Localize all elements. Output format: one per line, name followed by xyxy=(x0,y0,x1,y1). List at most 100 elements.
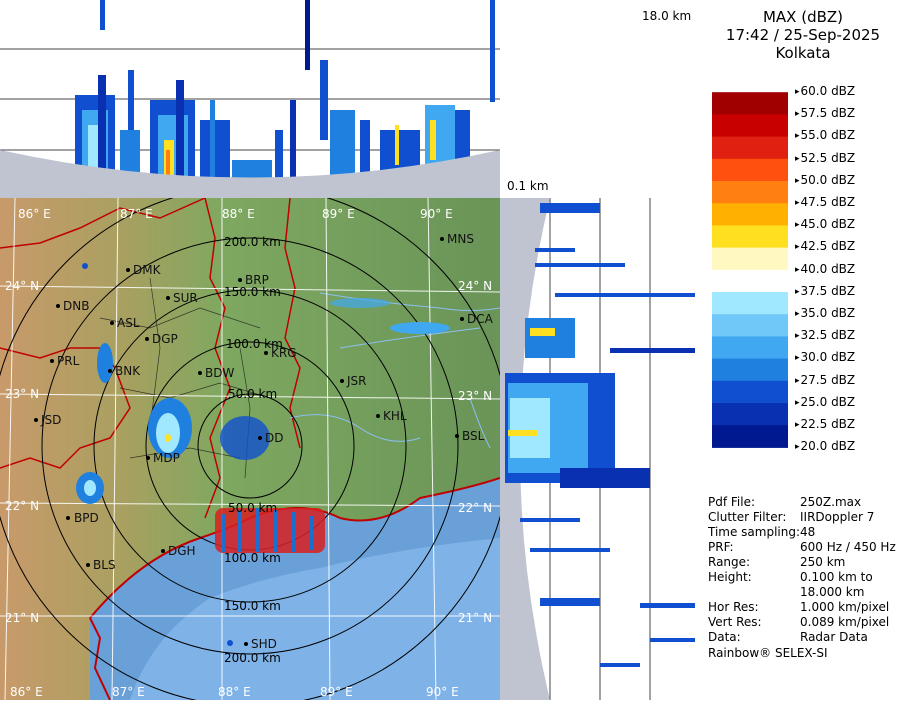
lon-label: 89° E xyxy=(322,207,355,221)
graticule xyxy=(0,197,501,701)
credit-text: Rainbow® SELEX-SI xyxy=(708,646,828,660)
metadata-key: Vert Res: xyxy=(708,615,762,629)
city-markers: MNS DMK BRP DNB SUR DCA ASL DGP KRG PRL … xyxy=(34,232,494,651)
legend-label: 20.0 dBZ xyxy=(795,439,856,453)
lon-label: 86° E xyxy=(18,207,51,221)
lon-label: 88° E xyxy=(222,207,255,221)
height-bottom-label: 0.1 km xyxy=(507,179,549,193)
side-section-panel xyxy=(500,198,700,700)
sundarban-delta xyxy=(215,508,325,553)
city-marker: KHL xyxy=(376,409,407,423)
top-echoes xyxy=(75,0,495,192)
legend-swatch xyxy=(712,336,788,360)
height-top-label: 18.0 km xyxy=(642,9,692,23)
svg-text:ASL: ASL xyxy=(117,316,140,330)
legend-label: 30.0 dBZ xyxy=(795,350,856,364)
legend-label: 25.0 dBZ xyxy=(795,395,856,409)
lon-label: 90° E xyxy=(420,207,453,221)
city-marker: DMK xyxy=(126,263,162,277)
ring-label: 50.0 km xyxy=(228,501,277,515)
city-marker: ASL xyxy=(110,316,140,330)
city-marker: DD xyxy=(258,431,283,445)
lon-label: 89° E xyxy=(320,685,353,699)
ring-label: 150.0 km xyxy=(224,599,281,613)
svg-text:BRP: BRP xyxy=(245,273,269,287)
ring-label: 200.0 km xyxy=(224,651,281,665)
metadata-value: 600 Hz / 450 Hz xyxy=(800,540,896,554)
radar-map-graphic: 86° E 87° E 88° E 89° E 90° E 86° E 87° … xyxy=(0,185,511,704)
metadata-key: Hor Res: xyxy=(708,600,759,614)
metadata-value: 1.000 km/pixel xyxy=(800,600,890,614)
metadata-key: Pdf File: xyxy=(708,495,756,509)
svg-text:PRL: PRL xyxy=(57,354,80,368)
metadata-value: 18.000 km xyxy=(800,585,865,599)
metadata-key: Range: xyxy=(708,555,751,569)
legend-swatch xyxy=(712,380,788,404)
legend-label: 60.0 dBZ xyxy=(795,84,856,98)
city-marker: MDP xyxy=(146,451,180,465)
metadata-key: PRF: xyxy=(708,540,734,554)
svg-text:DMK: DMK xyxy=(133,263,162,277)
metadata-key: Height: xyxy=(708,570,752,584)
side-echoes xyxy=(505,203,695,667)
legend-label: 45.0 dBZ xyxy=(795,217,856,231)
lat-label: 22° N xyxy=(458,501,492,515)
svg-text:MDP: MDP xyxy=(153,451,180,465)
svg-text:SUR: SUR xyxy=(173,291,198,305)
svg-text:KRG: KRG xyxy=(271,346,297,360)
ring-label: 50.0 km xyxy=(228,387,277,401)
lat-label: 23° N xyxy=(5,387,39,401)
legend-swatch xyxy=(712,403,788,426)
metadata-value: 0.089 km/pixel xyxy=(800,615,890,629)
city-marker: JSD xyxy=(34,413,61,427)
svg-text:KHL: KHL xyxy=(383,409,407,423)
legend-swatch xyxy=(712,136,788,160)
svg-text:BNK: BNK xyxy=(115,364,141,378)
legend-swatch xyxy=(712,358,788,382)
legend-label: 40.0 dBZ xyxy=(795,262,856,276)
lon-label: 90° E xyxy=(426,685,459,699)
city-marker: DGH xyxy=(161,544,196,558)
color-legend xyxy=(712,70,788,448)
legend-label: 35.0 dBZ xyxy=(795,306,856,320)
legend-swatch xyxy=(712,114,788,138)
station-name: Kolkata xyxy=(775,44,831,62)
city-marker: KRG xyxy=(264,346,297,360)
lon-label: 86° E xyxy=(10,685,43,699)
map-echoes xyxy=(76,263,450,646)
svg-text:JSR: JSR xyxy=(346,374,367,388)
city-marker: SHD xyxy=(244,637,277,651)
metadata-value: 48 xyxy=(800,525,816,539)
metadata-key: Time sampling: xyxy=(708,525,801,539)
lat-label: 24° N xyxy=(458,279,492,293)
delta-water xyxy=(222,508,313,552)
legend-swatch xyxy=(712,269,788,293)
legend-label: 57.5 dBZ xyxy=(795,106,856,120)
city-marker: JSR xyxy=(340,374,367,388)
radar-map[interactable]: 86° E 87° E 88° E 89° E 90° E 86° E 87° … xyxy=(0,185,511,704)
city-marker: BRP xyxy=(238,273,269,287)
svg-text:DD: DD xyxy=(265,431,283,445)
city-marker: DCA xyxy=(460,312,494,326)
legend-swatch xyxy=(712,92,788,115)
svg-text:DNB: DNB xyxy=(63,299,89,313)
legend-label: 47.5 dBZ xyxy=(795,195,856,209)
lon-label: 87° E xyxy=(112,685,145,699)
legend-swatch xyxy=(712,158,788,182)
ring-label: 150.0 km xyxy=(224,285,281,299)
lat-label: 23° N xyxy=(458,389,492,403)
legend-label: 50.0 dBZ xyxy=(795,173,856,187)
top-section-graphic xyxy=(0,0,500,198)
city-marker: BPD xyxy=(66,511,99,525)
product-timestamp: 17:42 / 25-Sep-2025 xyxy=(725,26,881,44)
city-marker: BDW xyxy=(198,366,234,380)
svg-text:JSD: JSD xyxy=(40,413,61,427)
city-marker: DGP xyxy=(145,332,178,346)
lon-label: 87° E xyxy=(120,207,153,221)
lat-label: 24° N xyxy=(5,279,39,293)
metadata-value: 250 km xyxy=(800,555,846,569)
svg-text:SHD: SHD xyxy=(251,637,277,651)
legend-label: 22.5 dBZ xyxy=(795,417,856,431)
city-marker: PRL xyxy=(50,354,80,368)
metadata-key: Data: xyxy=(708,630,741,644)
